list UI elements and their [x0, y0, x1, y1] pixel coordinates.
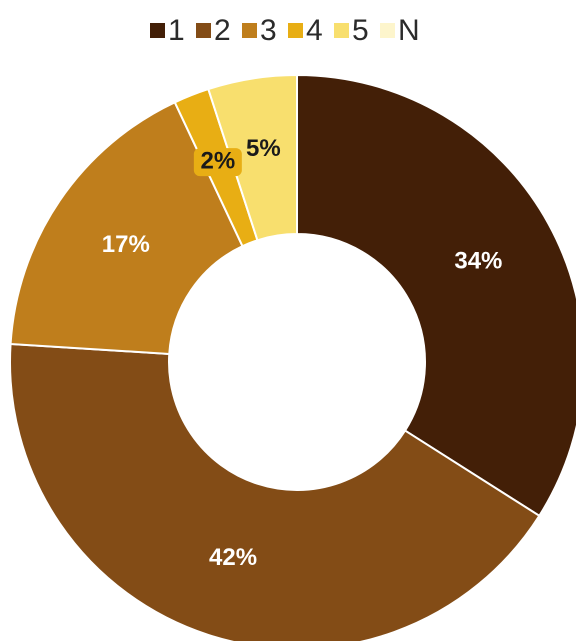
- slice-label: 34%: [454, 248, 502, 275]
- slice: [9, 100, 244, 356]
- legend-swatch: [334, 23, 349, 38]
- slice: [296, 73, 576, 518]
- legend-label: 3: [260, 14, 277, 47]
- slice: [207, 73, 298, 242]
- legend-label: 1: [168, 14, 185, 47]
- slice-label: 5%: [246, 135, 281, 162]
- slice-label: 2%: [201, 147, 236, 174]
- legend-label: 5: [352, 14, 369, 47]
- legend-label: N: [398, 14, 420, 47]
- slice-label: 17%: [102, 231, 150, 258]
- slice: [9, 342, 541, 641]
- legend-label: 4: [306, 14, 323, 47]
- legend-swatch: [242, 23, 257, 38]
- label-background: [193, 148, 242, 177]
- legend-swatch: [380, 23, 395, 38]
- legend-label: 2: [214, 14, 231, 47]
- legend-swatch: [196, 23, 211, 38]
- legend-swatch: [288, 23, 303, 38]
- slice-label: 42%: [209, 544, 257, 571]
- legend-swatch: [150, 23, 165, 38]
